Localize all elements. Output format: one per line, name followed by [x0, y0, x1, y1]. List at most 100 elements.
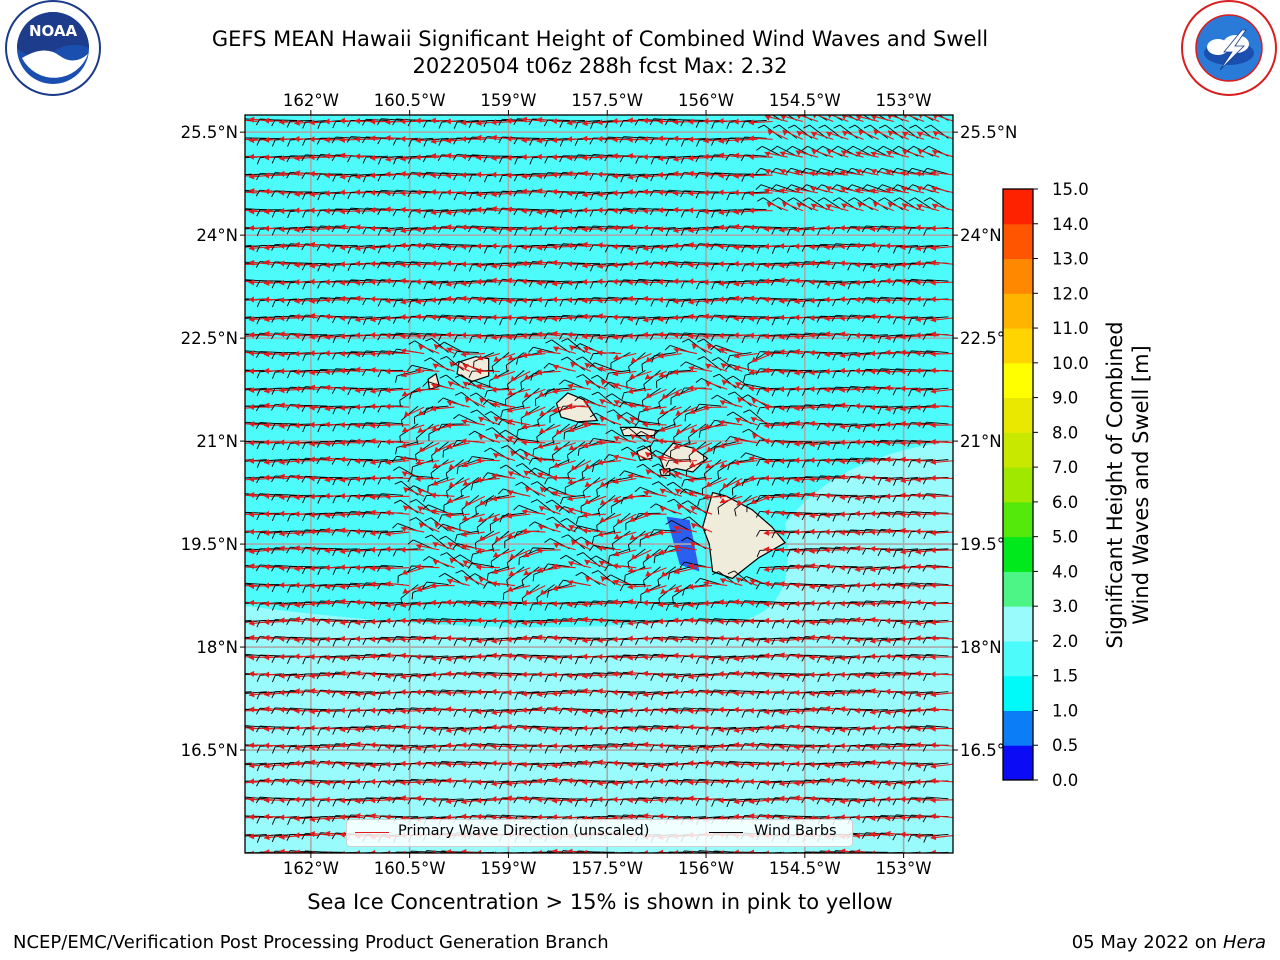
wave-direction-arrow [810, 131, 834, 140]
colorbar-tick-label: 6.0 [1052, 493, 1078, 512]
wind-barb [574, 154, 601, 162]
lat-label-right: 24°N [960, 226, 1002, 245]
colorbar-segment [1003, 293, 1033, 329]
wind-barb [377, 118, 404, 125]
wave-direction-arrow [764, 168, 788, 176]
wind-barb [377, 189, 404, 197]
colorbar-tick-label: 8.0 [1052, 423, 1078, 442]
wave-direction-arrow [870, 168, 894, 176]
wind-barb [771, 145, 798, 157]
colorbar-tick-label: 5.0 [1052, 528, 1078, 547]
lon-label-top: 162°W [283, 91, 339, 110]
lat-label-left: 25.5°N [181, 123, 238, 142]
wave-direction-arrow [917, 148, 940, 158]
wind-barb [423, 137, 449, 147]
wave-direction-arrow [903, 115, 925, 123]
wave-direction-arrow [748, 207, 773, 214]
wind-barb [544, 209, 570, 218]
wind-barb [514, 173, 540, 182]
wind-barb [590, 191, 616, 201]
wave-direction-arrow [748, 172, 773, 179]
wind-barb [286, 155, 313, 163]
colorbar-segment [1003, 675, 1033, 711]
colorbar-tick-label: 0.5 [1052, 736, 1078, 755]
wave-direction-arrow [779, 187, 803, 194]
wave-direction-arrow [858, 129, 879, 140]
wind-barb [559, 191, 585, 199]
lon-label-bottom: 153°W [876, 859, 932, 878]
wave-direction-arrow [855, 169, 879, 176]
wind-barb [286, 191, 313, 199]
wind-barb [245, 208, 252, 211]
wind-barb [483, 155, 510, 163]
wave-direction-arrow [766, 201, 788, 212]
wind-barb [831, 167, 858, 175]
colorbar-segment [1003, 606, 1033, 642]
wind-barb [725, 209, 752, 217]
lon-label-top: 159°W [480, 91, 536, 110]
wave-direction-arrow [826, 131, 849, 140]
colorbar-tick-label: 9.0 [1052, 389, 1078, 408]
wind-barb [331, 208, 358, 216]
wave-and-wind-vectors [245, 115, 953, 853]
wind-barb [544, 137, 570, 147]
wind-barb [634, 118, 661, 126]
wind-barb [741, 120, 767, 129]
wave-direction-arrow [855, 115, 879, 123]
wave-direction-arrow [901, 149, 925, 158]
wind-barb [847, 145, 873, 157]
wind-barb [245, 191, 252, 193]
wind-barb [922, 167, 949, 175]
wind-barb [619, 136, 646, 143]
colorbar-tick-label: 11.0 [1052, 319, 1089, 338]
colorbar-tick-label: 0.0 [1052, 771, 1078, 790]
wind-barb [407, 172, 434, 179]
wind-barb [862, 145, 889, 157]
wind-barb [604, 136, 631, 144]
wind-barb [891, 167, 919, 175]
footer-date: 05 May 2022 on Hera [1072, 932, 1266, 953]
wind-barb [483, 119, 510, 127]
wind-barb [453, 173, 479, 181]
wave-direction-arrow [748, 135, 773, 142]
wind-barb [650, 173, 676, 182]
wind-barb [256, 137, 282, 146]
wind-barb [832, 115, 843, 121]
wind-barb [544, 155, 570, 164]
lon-label-bottom: 157.5°W [571, 859, 643, 878]
wave-direction-arrow [842, 130, 864, 140]
wave-direction-arrow [794, 187, 819, 194]
wind-barb [590, 120, 616, 129]
wind-barb [772, 124, 798, 139]
wave-direction-arrow [811, 149, 834, 158]
wave-direction-arrow [873, 129, 895, 140]
wind-barb [256, 209, 282, 217]
wind-barb [725, 173, 752, 181]
wind-barb [923, 115, 934, 121]
wind-barb [453, 137, 479, 145]
wave-direction-arrow [901, 186, 925, 194]
wind-barb [452, 153, 479, 161]
wind-barb [876, 184, 904, 193]
ocean-field [245, 115, 953, 853]
lat-label-right: 18°N [960, 638, 1002, 657]
wind-barb [649, 189, 676, 197]
map-subtitle: 20220504 t06z 288h fcst Max: 2.32 [412, 54, 788, 78]
lon-label-bottom: 159°W [480, 859, 536, 878]
wave-direction-arrow [781, 201, 804, 212]
wind-barb [696, 209, 722, 219]
wind-barb [696, 137, 722, 147]
wind-barb [817, 115, 828, 121]
wind-barb [245, 173, 267, 176]
wave-direction-arrow [827, 115, 849, 123]
wind-barb [528, 173, 555, 180]
wind-barb [302, 120, 328, 129]
lat-label-left: 16.5°N [181, 741, 238, 760]
wind-barb [846, 184, 873, 193]
wind-barb [771, 115, 782, 121]
lat-label-right: 25.5°N [960, 123, 1017, 142]
wave-direction-arrow [764, 151, 788, 158]
colorbar-tick-label: 12.0 [1052, 284, 1089, 303]
wave-direction-arrow [767, 129, 789, 140]
